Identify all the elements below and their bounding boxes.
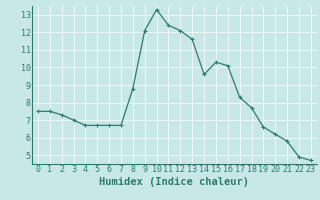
X-axis label: Humidex (Indice chaleur): Humidex (Indice chaleur) (100, 177, 249, 187)
